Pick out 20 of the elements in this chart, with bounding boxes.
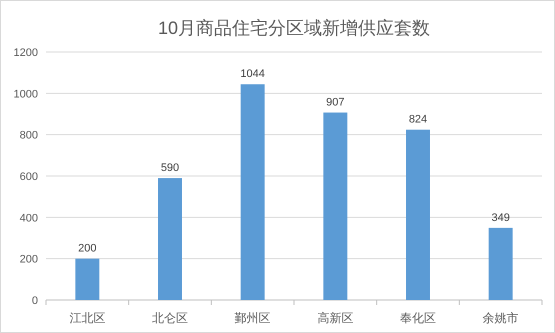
data-label: 907	[326, 96, 345, 109]
data-label: 349	[491, 212, 510, 224]
data-label: 200	[78, 242, 97, 255]
y-tick-label: 1000	[14, 88, 38, 100]
y-tick-label: 400	[20, 212, 38, 224]
x-tick-label: 江北区	[69, 311, 106, 325]
x-tick-label: 奉化区	[400, 311, 436, 325]
y-tick-label: 200	[20, 254, 38, 266]
data-label: 1044	[240, 68, 265, 80]
y-tick-label: 600	[20, 171, 38, 183]
y-tick-label: 1200	[14, 47, 38, 59]
y-tick-label: 800	[20, 130, 38, 142]
x-tick-label: 高新区	[317, 311, 354, 325]
title: 10月商品住宅分区域新增供应套数	[158, 18, 430, 38]
x-tick-label: 余姚市	[482, 311, 519, 325]
data-label: 590	[160, 162, 180, 174]
data-label: 824	[408, 114, 428, 126]
x-tick-label: 鄞州区	[234, 311, 271, 325]
x-tick-label: 北仑区	[152, 311, 188, 325]
y-tick-label: 0	[32, 295, 38, 307]
